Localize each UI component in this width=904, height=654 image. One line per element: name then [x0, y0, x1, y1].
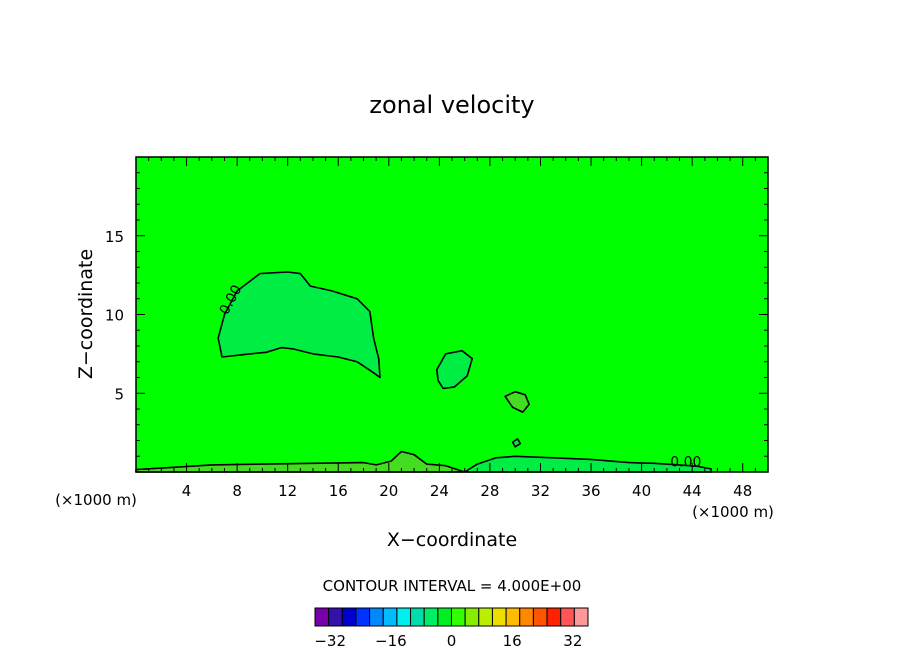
x-unit-label-left: (×1000 m) [55, 491, 137, 509]
contour-central-lobe [435, 349, 474, 390]
chart-title: zonal velocity [369, 91, 534, 119]
colorbar-swatch [560, 607, 575, 627]
colorbar-swatch [573, 607, 589, 627]
y-tick-label: 10 [105, 307, 124, 325]
x-tick-label: 24 [430, 482, 449, 500]
colorbar-swatch [410, 607, 425, 627]
colorbar-swatch [478, 607, 493, 627]
colorbar-tick-label: 32 [563, 632, 582, 650]
x-tick-label: 12 [278, 482, 297, 500]
colorbar: −32 −16 0 16 32 [314, 607, 589, 650]
x-tick-label: 20 [379, 482, 398, 500]
contour-lower-right-band [463, 455, 712, 473]
x-tick-label: 16 [329, 482, 348, 500]
x-tick-label: 8 [232, 482, 242, 500]
colorbar-swatch [546, 607, 562, 627]
x-tick-label: 28 [480, 482, 499, 500]
colorbar-swatch [355, 607, 371, 627]
y-tick-label: 15 [105, 228, 124, 246]
contour-small-patch-1 [504, 390, 530, 413]
colorbar-swatch [369, 607, 384, 627]
colorbar-tick-label: −32 [314, 632, 346, 650]
colorbar-swatch [396, 607, 412, 627]
colorbar-tick-label: 16 [503, 632, 522, 650]
contour-upper-left-lobe [217, 271, 381, 379]
x-tick-label: 44 [683, 482, 702, 500]
colorbar-swatch [328, 607, 343, 627]
x-unit-label-right: (×1000 m) [692, 503, 774, 521]
x-tick-label: 36 [581, 482, 600, 500]
contour-interval-text: CONTOUR INTERVAL = 4.000E+00 [323, 577, 582, 595]
colorbar-swatch [532, 607, 548, 627]
colorbar-swatch [464, 607, 480, 627]
colorbar-swatch [451, 607, 466, 627]
colorbar-tick-label: −16 [375, 632, 407, 650]
contour-label: 0.00 [670, 455, 701, 471]
colorbar-swatch [505, 607, 521, 627]
x-axis-title: X−coordinate [387, 529, 517, 551]
x-tick-label: 32 [531, 482, 550, 500]
colorbar-swatch [423, 607, 439, 627]
x-tick-label: 48 [733, 482, 752, 500]
colorbar-swatch [382, 607, 398, 627]
colorbar-tick-label: 0 [447, 632, 457, 650]
y-tick-label: 5 [114, 385, 124, 403]
colorbar-swatch [314, 607, 330, 627]
colorbar-swatch [437, 607, 453, 627]
contour-small-patch-2 [511, 438, 522, 448]
y-axis-title: Z−coordinate [75, 249, 97, 379]
colorbar-swatch [519, 607, 534, 627]
x-tick-label: 4 [182, 482, 192, 500]
plot-area: 0.000.00 [135, 156, 769, 473]
colorbar-swatch [341, 607, 357, 627]
colorbar-swatch [491, 607, 507, 627]
x-tick-label: 40 [632, 482, 651, 500]
